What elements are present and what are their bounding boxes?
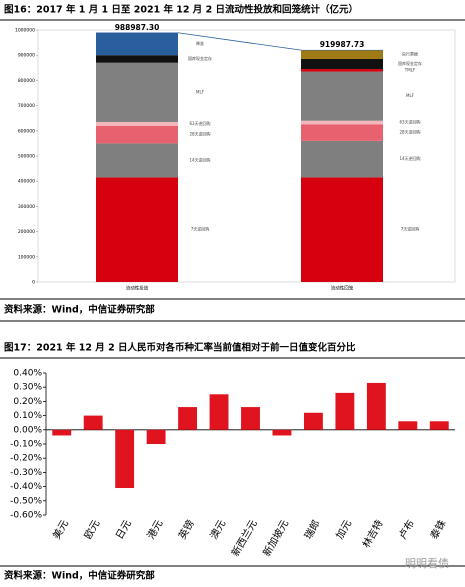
bar-segment xyxy=(96,143,178,178)
bar-segment xyxy=(96,121,178,126)
bar xyxy=(272,429,292,436)
bar-segment xyxy=(96,32,178,56)
segment-label: 降准 xyxy=(196,40,204,46)
segment-label: MLF xyxy=(196,89,205,94)
bar xyxy=(83,415,103,430)
bar xyxy=(178,407,198,430)
segment-label: 63天逆回购 xyxy=(189,120,210,126)
bar xyxy=(303,412,323,430)
figure-caption: 图16：2017 年 1 月 1 日至 2021 年 12 月 2 日流动性投放… xyxy=(4,4,358,16)
y-tick-label: 0.40% xyxy=(13,369,42,379)
y-tick-label: 100000 xyxy=(18,254,35,260)
bar xyxy=(241,407,260,430)
total-label: 919987.73 xyxy=(320,40,365,49)
segment-label: 国库现金定存 xyxy=(398,60,422,66)
y-tick-label: 1000000 xyxy=(15,28,35,34)
y-tick-label: -0.40% xyxy=(10,482,42,492)
y-tick-label: 300000 xyxy=(18,204,35,210)
x-tick-label: 加元 xyxy=(334,518,354,541)
segment-label: TMLF xyxy=(404,67,416,72)
x-tick-label: 港元 xyxy=(145,518,165,541)
y-tick-label: -0.50% xyxy=(10,496,42,506)
bar xyxy=(429,421,449,430)
y-tick-label: 200000 xyxy=(18,229,35,235)
x-tick-label: 泰铢 xyxy=(427,518,448,542)
bar-segment xyxy=(96,125,178,144)
y-tick-label: 0.00% xyxy=(13,425,42,435)
x-tick-label: 流动性投放 xyxy=(126,285,149,292)
y-tick-label: 400000 xyxy=(18,179,35,185)
y-tick-label: 0.20% xyxy=(13,397,42,407)
bar-segment xyxy=(96,177,178,282)
x-tick-label: 卢布 xyxy=(396,518,417,542)
source-note: 资料来源：Wind，中信证券研究部 xyxy=(4,304,155,316)
bar xyxy=(146,429,166,444)
x-tick-label: 日元 xyxy=(114,519,134,542)
segment-label: 14天逆回购 xyxy=(189,156,210,162)
bar-segment xyxy=(301,177,383,282)
bar xyxy=(398,421,418,430)
bar-segment xyxy=(96,62,178,122)
figure-caption: 图17：2021 年 12 月 2 日人民币对各币种汇率当前值相对于前一日值变化… xyxy=(4,342,356,354)
bar-segment xyxy=(301,120,383,125)
segment-label: 7天逆回购 xyxy=(191,226,210,232)
bar xyxy=(209,394,229,430)
watermark: 明明看债 xyxy=(405,556,449,570)
bar-segment xyxy=(96,55,178,63)
connector xyxy=(177,32,302,51)
bar xyxy=(115,429,135,489)
x-tick-label: 林吉特 xyxy=(359,518,385,550)
segment-label: 央行票据 xyxy=(402,51,418,57)
x-tick-label: 流动性回笼 xyxy=(331,285,354,292)
x-tick-label: 瑞郎 xyxy=(301,518,322,542)
y-tick-label: -0.60% xyxy=(10,511,42,521)
bar xyxy=(366,382,386,430)
y-tick-label: 500000 xyxy=(18,154,35,160)
total-label: 988987.30 xyxy=(115,23,160,32)
segment-label: MLF xyxy=(406,93,415,98)
bar-segment xyxy=(301,140,383,178)
segment-label: 28天逆回购 xyxy=(189,131,210,137)
x-tick-label: 美元 xyxy=(50,518,71,542)
y-tick-label: 0 xyxy=(32,280,35,286)
bar xyxy=(335,392,355,430)
y-tick-label: 800000 xyxy=(18,78,35,84)
x-tick-label: 英镑 xyxy=(176,518,197,542)
segment-label: 7天逆回购 xyxy=(401,226,420,232)
y-tick-label: -0.20% xyxy=(10,454,42,464)
bar-segment xyxy=(301,50,383,59)
bar xyxy=(52,429,72,436)
x-tick-label: 欧元 xyxy=(82,518,102,541)
bar-segment xyxy=(301,124,383,141)
y-tick-label: 0.30% xyxy=(13,383,42,393)
x-tick-label: 新加坡元 xyxy=(260,518,291,559)
y-tick-label: 0.10% xyxy=(13,411,42,421)
x-tick-label: 新西兰元 xyxy=(228,518,259,559)
segment-label: 14天逆回购 xyxy=(399,155,420,161)
bar-segment xyxy=(301,58,383,70)
bar-segment xyxy=(301,69,383,72)
y-tick-label: 700000 xyxy=(18,103,35,109)
x-tick-label: 澳元 xyxy=(207,518,228,542)
segment-label: 国库现金定存 xyxy=(188,55,212,61)
bar-segment xyxy=(301,71,383,121)
segment-label: 63天逆回购 xyxy=(399,119,420,125)
segment-label: 28天逆回购 xyxy=(399,129,420,135)
y-tick-label: 600000 xyxy=(18,128,35,134)
y-tick-label: -0.30% xyxy=(10,468,42,478)
y-tick-label: 900000 xyxy=(18,53,35,59)
source-note: 资料来源：Wind，中信证券研究部 xyxy=(4,570,155,582)
y-tick-label: -0.10% xyxy=(10,440,42,450)
